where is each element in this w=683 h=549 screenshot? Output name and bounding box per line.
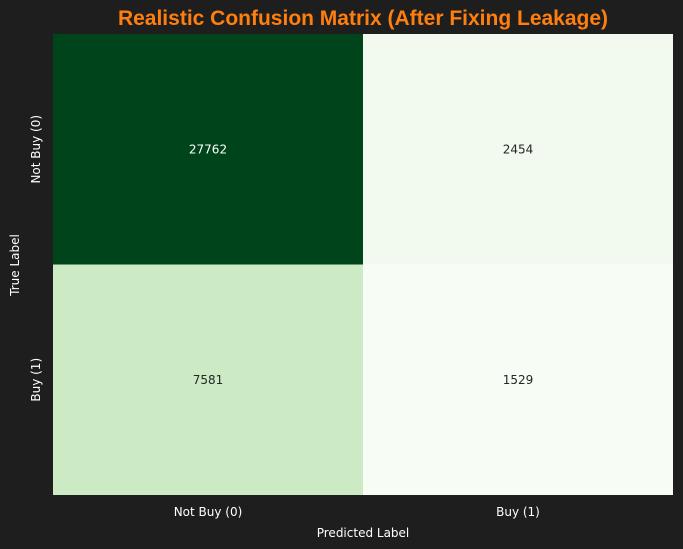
heatmap-cell-r1-c0 xyxy=(53,264,363,495)
y-tick-label-0: Not Buy (0) xyxy=(29,115,43,184)
cell-value-label-r0-c0: 27762 xyxy=(189,142,227,156)
y-axis-label: True Label xyxy=(8,234,22,297)
heatmap-cell-r0-c1 xyxy=(363,34,673,265)
heatmap-cell-r1-c1 xyxy=(363,264,673,495)
cell-value-label-r1-c1: 1529 xyxy=(503,373,534,387)
x-tick-labels: Not Buy (0) Buy (1) xyxy=(174,505,540,519)
x-tick-label-1: Buy (1) xyxy=(496,505,540,519)
heatmap-cell-r0-c0 xyxy=(53,34,363,265)
y-tick-label-1: Buy (1) xyxy=(29,358,43,402)
chart-title: Realistic Confusion Matrix (After Fixing… xyxy=(118,7,608,30)
x-tick-label-0: Not Buy (0) xyxy=(174,505,243,519)
cell-value-label-r1-c0: 7581 xyxy=(193,373,224,387)
heatmap-cells: 27762 2454 7581 1529 xyxy=(53,34,673,495)
y-tick-labels: Not Buy (0) Buy (1) xyxy=(29,115,43,402)
x-axis-label: Predicted Label xyxy=(317,526,410,540)
cell-value-label-r0-c1: 2454 xyxy=(503,142,534,156)
